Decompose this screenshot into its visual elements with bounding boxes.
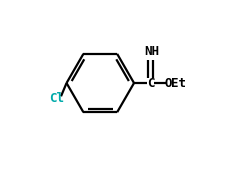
Text: C: C xyxy=(147,76,154,90)
Text: O: O xyxy=(165,76,172,90)
Text: Et: Et xyxy=(171,76,186,90)
Text: Cl: Cl xyxy=(50,92,64,105)
Text: NH: NH xyxy=(144,45,159,58)
